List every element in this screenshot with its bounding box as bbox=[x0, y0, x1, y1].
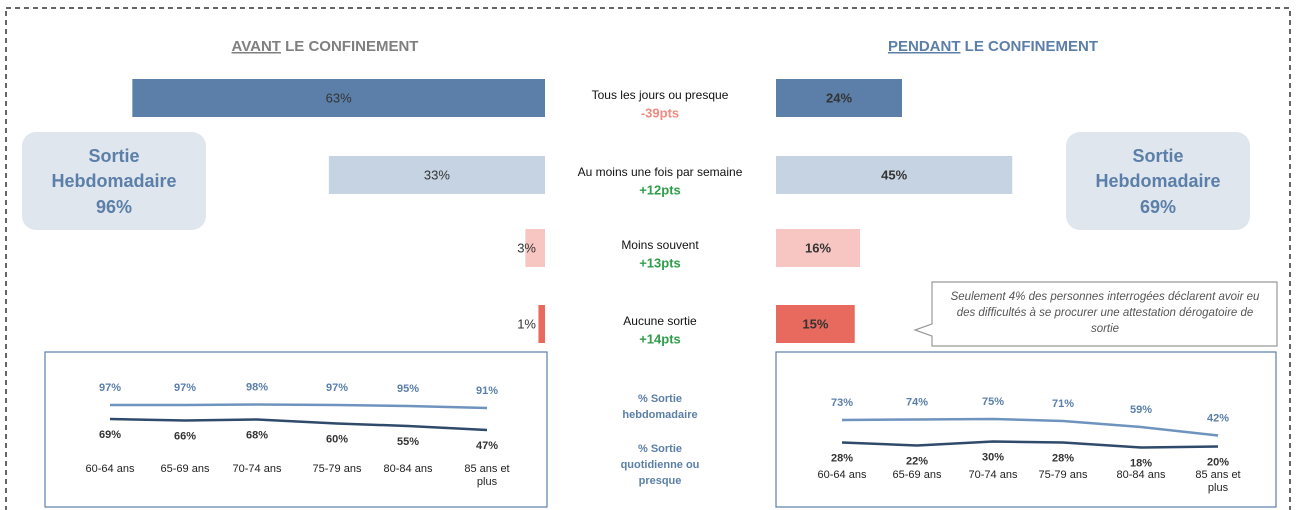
data-label: 20% bbox=[1207, 456, 1229, 468]
x-tick-label: 75-79 ans bbox=[312, 463, 362, 475]
data-label: 98% bbox=[246, 381, 268, 393]
x-tick-label: 65-69 ans bbox=[892, 469, 942, 481]
change-label: +14pts bbox=[639, 331, 681, 346]
x-tick-label: 80-84 ans bbox=[1116, 469, 1166, 481]
title-rest: LE CONFINEMENT bbox=[285, 38, 418, 55]
x-tick-label: 70-74 ans bbox=[232, 463, 282, 475]
category-label: Aucune sortie bbox=[623, 314, 697, 328]
data-label: 97% bbox=[99, 382, 121, 394]
left-line-box bbox=[44, 351, 548, 508]
value-label: 16% bbox=[805, 240, 831, 255]
summary-value: 69% bbox=[1140, 197, 1176, 217]
value-label: 45% bbox=[881, 167, 907, 182]
summary-text: Sortie bbox=[1132, 146, 1183, 166]
bar bbox=[132, 79, 545, 117]
note: Seulement 4% des personnes interrogées d… bbox=[950, 291, 1260, 335]
data-label: 73% bbox=[831, 397, 853, 409]
line bbox=[110, 403, 488, 410]
data-label: 95% bbox=[397, 383, 419, 395]
value-label: 24% bbox=[826, 90, 852, 105]
category-label: Moins souvent bbox=[621, 238, 699, 252]
data-label: 28% bbox=[831, 452, 853, 464]
frame bbox=[5, 7, 1291, 510]
x-tick-label: 60-64 ans bbox=[85, 463, 135, 475]
x-tick-label: 75-79 ans bbox=[1038, 469, 1088, 481]
data-label: 66% bbox=[174, 430, 196, 442]
x-tick-label: 60-64 ans bbox=[817, 469, 867, 481]
data-label: 97% bbox=[326, 382, 348, 394]
legend-entry: % Sortie quotidienne ou presque bbox=[620, 443, 700, 487]
data-label: 60% bbox=[326, 433, 348, 445]
bar bbox=[538, 305, 545, 343]
data-label: 71% bbox=[1052, 398, 1074, 410]
category-label: Au moins une fois par semaine bbox=[578, 165, 743, 179]
summary-value: 96% bbox=[96, 197, 132, 217]
bar bbox=[776, 79, 902, 117]
note-callout bbox=[913, 281, 1278, 347]
data-label: 42% bbox=[1207, 412, 1229, 424]
change-label: -39pts bbox=[641, 105, 679, 120]
data-label: 28% bbox=[1052, 452, 1074, 464]
title-rest: LE CONFINEMENT bbox=[965, 38, 1098, 55]
summary-text: Hebdomadaire bbox=[1095, 171, 1220, 191]
summary-text: Hebdomadaire bbox=[51, 171, 176, 191]
data-label: 91% bbox=[476, 385, 498, 397]
data-label: 55% bbox=[397, 436, 419, 448]
data-label: 69% bbox=[99, 429, 121, 441]
data-label: 75% bbox=[982, 396, 1004, 408]
data-label: 74% bbox=[906, 396, 928, 408]
summary-text: Sortie bbox=[88, 146, 139, 166]
line bbox=[109, 417, 488, 432]
bar bbox=[776, 305, 855, 343]
value-label: 63% bbox=[326, 90, 352, 105]
legend-entry: % Sortie hebdomadaire bbox=[622, 393, 698, 421]
side-title: AVANT LE CONFINEMENT bbox=[232, 38, 419, 55]
data-label: 18% bbox=[1130, 457, 1152, 469]
value-label: 3% bbox=[517, 240, 536, 255]
x-tick-label: 85 ans et plus bbox=[1195, 469, 1241, 494]
bar bbox=[328, 156, 545, 194]
bar bbox=[776, 229, 860, 267]
value-label: 15% bbox=[802, 316, 828, 331]
x-tick-label: 65-69 ans bbox=[160, 463, 210, 475]
change-label: +13pts bbox=[639, 255, 681, 270]
bar bbox=[525, 229, 545, 267]
data-label: 97% bbox=[174, 382, 196, 394]
title-emphasis: PENDANT bbox=[888, 38, 961, 55]
line bbox=[841, 417, 1219, 437]
x-tick-label: 85 ans et plus bbox=[464, 463, 510, 488]
data-label: 30% bbox=[982, 451, 1004, 463]
side-title: PENDANT LE CONFINEMENT bbox=[888, 38, 1098, 55]
data-label: 47% bbox=[476, 440, 498, 452]
bar bbox=[776, 156, 1013, 194]
data-label: 68% bbox=[246, 429, 268, 441]
x-tick-label: 70-74 ans bbox=[968, 469, 1018, 481]
change-label: +12pts bbox=[639, 182, 681, 197]
title-emphasis: AVANT bbox=[232, 38, 281, 55]
data-label: 59% bbox=[1130, 404, 1152, 416]
data-label: 22% bbox=[906, 455, 928, 467]
value-label: 1% bbox=[517, 316, 536, 331]
right-line-box bbox=[775, 351, 1277, 508]
category-label: Tous les jours ou presque bbox=[592, 88, 729, 102]
summary-box bbox=[1066, 132, 1250, 230]
summary-box bbox=[22, 132, 206, 230]
line bbox=[841, 440, 1219, 449]
value-label: 33% bbox=[424, 167, 450, 182]
x-tick-label: 80-84 ans bbox=[383, 463, 433, 475]
